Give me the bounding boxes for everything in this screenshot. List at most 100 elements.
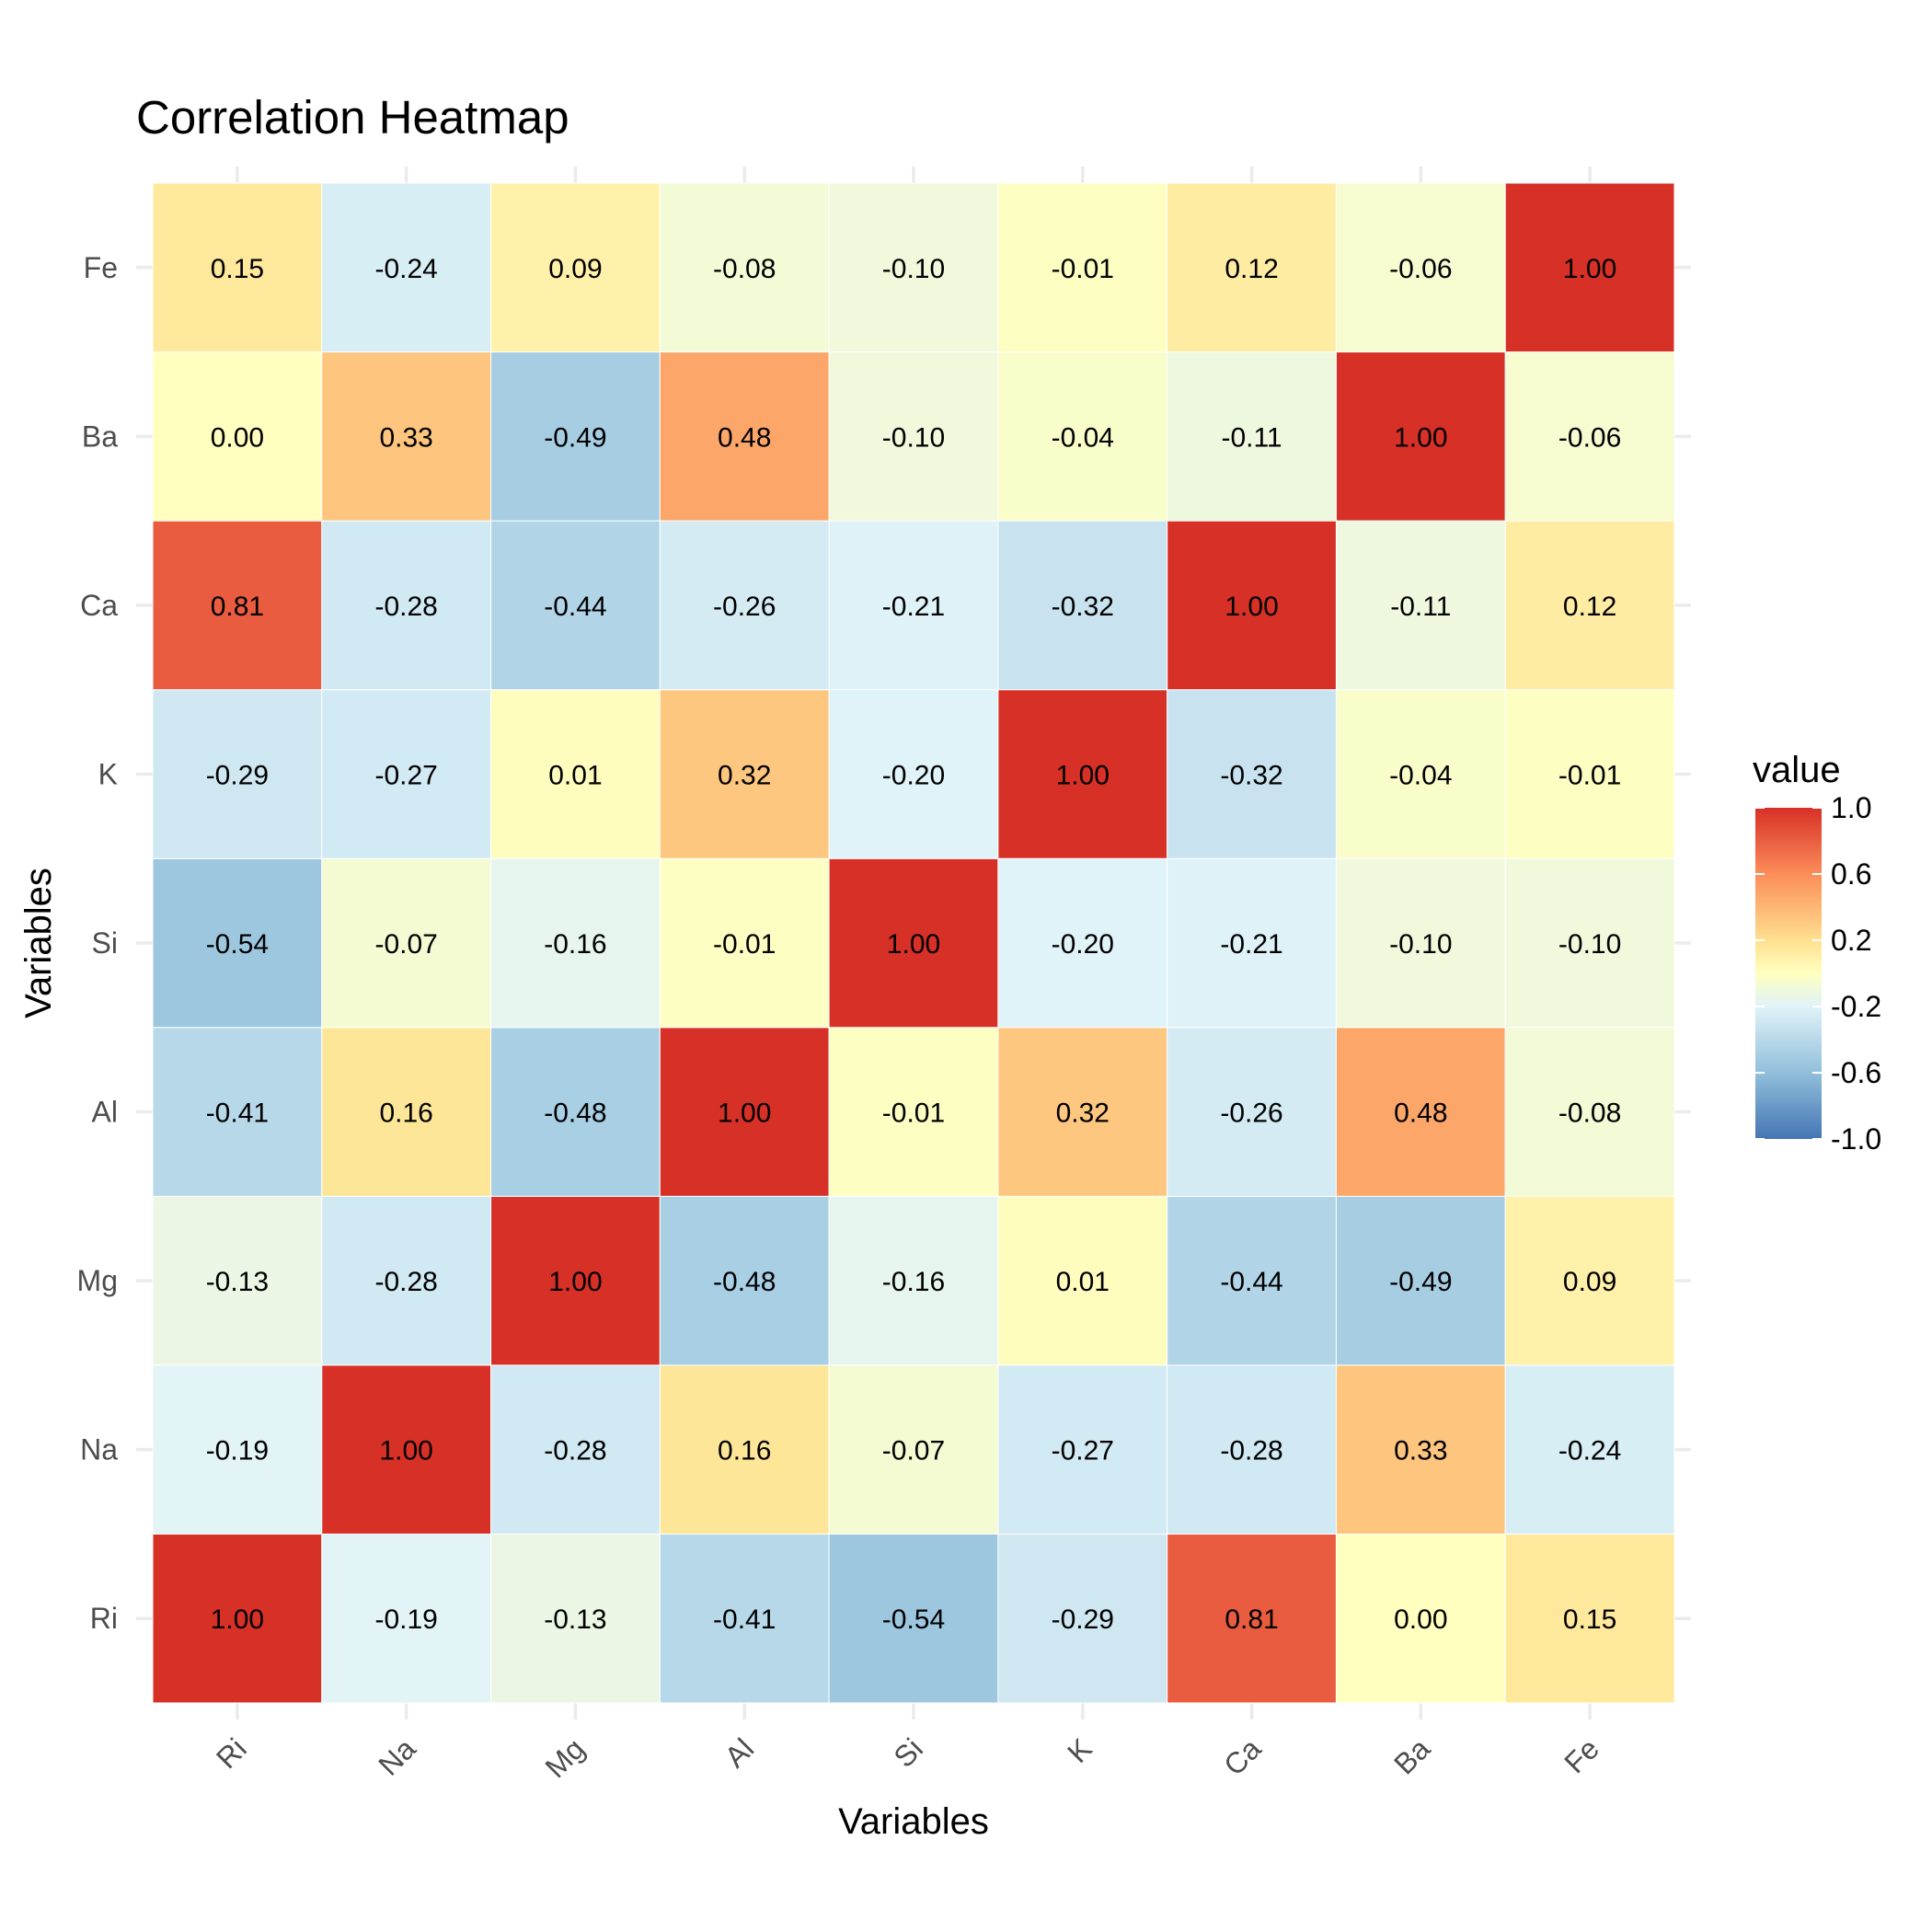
legend-tick-label: -0.6 xyxy=(1831,1056,1881,1089)
cell-value-label: 1.00 xyxy=(379,1436,432,1466)
legend-tick-label: 0.2 xyxy=(1831,924,1871,957)
legend-tick-label: -0.2 xyxy=(1831,990,1881,1023)
heatmap-cell-k-al xyxy=(659,689,830,859)
heatmap-cell-si-si xyxy=(828,857,999,1029)
heatmap-cell-fe-fe xyxy=(1504,182,1675,353)
cell-value-label: -0.32 xyxy=(1220,760,1282,790)
heatmap-cell-k-si xyxy=(828,689,999,859)
cell-value-label: 1.00 xyxy=(548,1267,602,1297)
cell-value-label: -0.07 xyxy=(374,929,437,960)
cell-value-label: -0.48 xyxy=(713,1267,776,1297)
heatmap-cell-ba-k xyxy=(997,351,1168,522)
chart-title: Correlation Heatmap xyxy=(136,91,569,144)
heatmap-cell-mg-ca xyxy=(1167,1195,1337,1366)
cell-value-label: 1.00 xyxy=(211,1604,264,1635)
heatmap-cell-mg-si xyxy=(828,1195,999,1366)
cell-value-label: -0.20 xyxy=(882,760,945,790)
heatmap-cell-na-fe xyxy=(1504,1364,1675,1535)
cell-value-label: 0.12 xyxy=(1225,254,1278,284)
heatmap-cell-fe-ca xyxy=(1167,182,1337,353)
cell-value-label: -0.16 xyxy=(544,929,606,960)
heatmap-cell-mg-al xyxy=(659,1195,830,1366)
heatmap-cell-ri-na xyxy=(321,1533,492,1704)
heatmap-cell-na-ri xyxy=(152,1364,323,1535)
legend-color-bar xyxy=(1755,808,1822,1139)
y-tick-label: Ba xyxy=(82,420,118,453)
cell-value-label: 1.00 xyxy=(1394,422,1447,453)
cell-value-label: -0.01 xyxy=(1558,760,1621,790)
cell-value-label: -0.41 xyxy=(713,1604,776,1635)
heatmap-cell-na-ca xyxy=(1167,1364,1337,1535)
legend-tick-label: 0.6 xyxy=(1831,857,1871,891)
heatmap-cell-ba-na xyxy=(321,351,492,522)
x-axis-title: Variables xyxy=(838,1801,989,1842)
cell-value-label: -0.06 xyxy=(1389,254,1452,284)
heatmap-cell-k-mg xyxy=(490,689,661,859)
x-tick-label: Si xyxy=(887,1731,929,1774)
cell-value-label: -0.19 xyxy=(206,1436,269,1466)
cell-value-label: 0.16 xyxy=(718,1436,771,1466)
cell-value-label: 0.81 xyxy=(1225,1604,1278,1635)
cell-value-label: -0.10 xyxy=(1389,929,1452,960)
heatmap-cell-na-na xyxy=(321,1364,492,1535)
y-tick-label: K xyxy=(98,757,118,790)
heatmap-cell-fe-ba xyxy=(1335,182,1506,353)
heatmap-cells xyxy=(152,182,1675,1704)
heatmap-cell-al-al xyxy=(659,1027,830,1197)
heatmap-cell-ba-mg xyxy=(490,351,661,522)
heatmap-cell-ba-ri xyxy=(152,351,323,522)
cell-value-label: -0.29 xyxy=(1052,1604,1114,1635)
heatmap-cell-ca-fe xyxy=(1504,520,1675,691)
heatmap-cell-na-k xyxy=(997,1364,1168,1535)
cell-value-label: -0.01 xyxy=(882,1098,945,1129)
heatmap-cell-al-fe xyxy=(1504,1027,1675,1197)
x-tick-label: Al xyxy=(719,1731,761,1774)
heatmap-cell-k-ca xyxy=(1167,689,1337,859)
cell-value-label: 0.81 xyxy=(211,592,264,622)
cell-value-label: -0.21 xyxy=(882,592,945,622)
cell-value-label: 1.00 xyxy=(1563,254,1616,284)
cell-value-label: -0.44 xyxy=(544,592,606,622)
heatmap-cell-ri-ca xyxy=(1167,1533,1337,1704)
cell-value-label: -0.27 xyxy=(1052,1436,1114,1466)
cell-value-label: -0.10 xyxy=(882,254,945,284)
cell-value-label: -0.04 xyxy=(1389,760,1452,790)
heatmap-cell-mg-fe xyxy=(1504,1195,1675,1366)
cell-value-label: -0.08 xyxy=(1558,1098,1621,1129)
cell-value-label: -0.10 xyxy=(1558,929,1621,960)
cell-value-label: -0.26 xyxy=(713,592,776,622)
heatmap-cell-ca-ba xyxy=(1335,520,1506,691)
x-tick-label: K xyxy=(1061,1731,1098,1769)
cell-value-label: 0.16 xyxy=(379,1098,432,1129)
cell-value-label: -0.28 xyxy=(1220,1436,1282,1466)
heatmap-cell-si-k xyxy=(997,857,1168,1029)
x-tick-label: Ri xyxy=(210,1731,253,1775)
cell-value-label: 0.00 xyxy=(1394,1604,1447,1635)
legend-tick-label: -1.0 xyxy=(1831,1122,1881,1156)
cell-value-label: -0.49 xyxy=(1389,1267,1452,1297)
y-tick-label: Si xyxy=(92,926,118,960)
y-tick-label: Ri xyxy=(90,1602,118,1635)
heatmap-cell-k-k xyxy=(997,689,1168,859)
heatmap-cell-mg-ba xyxy=(1335,1195,1506,1366)
x-tick-label: Fe xyxy=(1558,1731,1605,1779)
cell-value-label: 0.33 xyxy=(1394,1436,1447,1466)
heatmap-cell-al-si xyxy=(828,1027,999,1197)
heatmap-cell-al-ca xyxy=(1167,1027,1337,1197)
heatmap-cell-ca-mg xyxy=(490,520,661,691)
cell-value-label: 0.09 xyxy=(1563,1267,1616,1297)
cell-value-label: 0.32 xyxy=(1056,1098,1110,1129)
cell-value-label: 0.01 xyxy=(1056,1267,1110,1297)
heatmap-cell-k-na xyxy=(321,689,492,859)
cell-value-label: -0.11 xyxy=(1221,422,1282,453)
cell-value-label: -0.44 xyxy=(1220,1267,1282,1297)
heatmap-cell-ba-fe xyxy=(1504,351,1675,522)
x-tick-label: Ba xyxy=(1387,1731,1436,1780)
legend-tick-label: 1.0 xyxy=(1831,791,1871,824)
heatmap-cell-k-fe xyxy=(1504,689,1675,859)
cell-value-label: -0.26 xyxy=(1220,1098,1282,1129)
cell-value-label: 0.12 xyxy=(1563,592,1616,622)
cell-value-label: -0.13 xyxy=(544,1604,606,1635)
heatmap-cell-mg-mg xyxy=(490,1195,661,1366)
